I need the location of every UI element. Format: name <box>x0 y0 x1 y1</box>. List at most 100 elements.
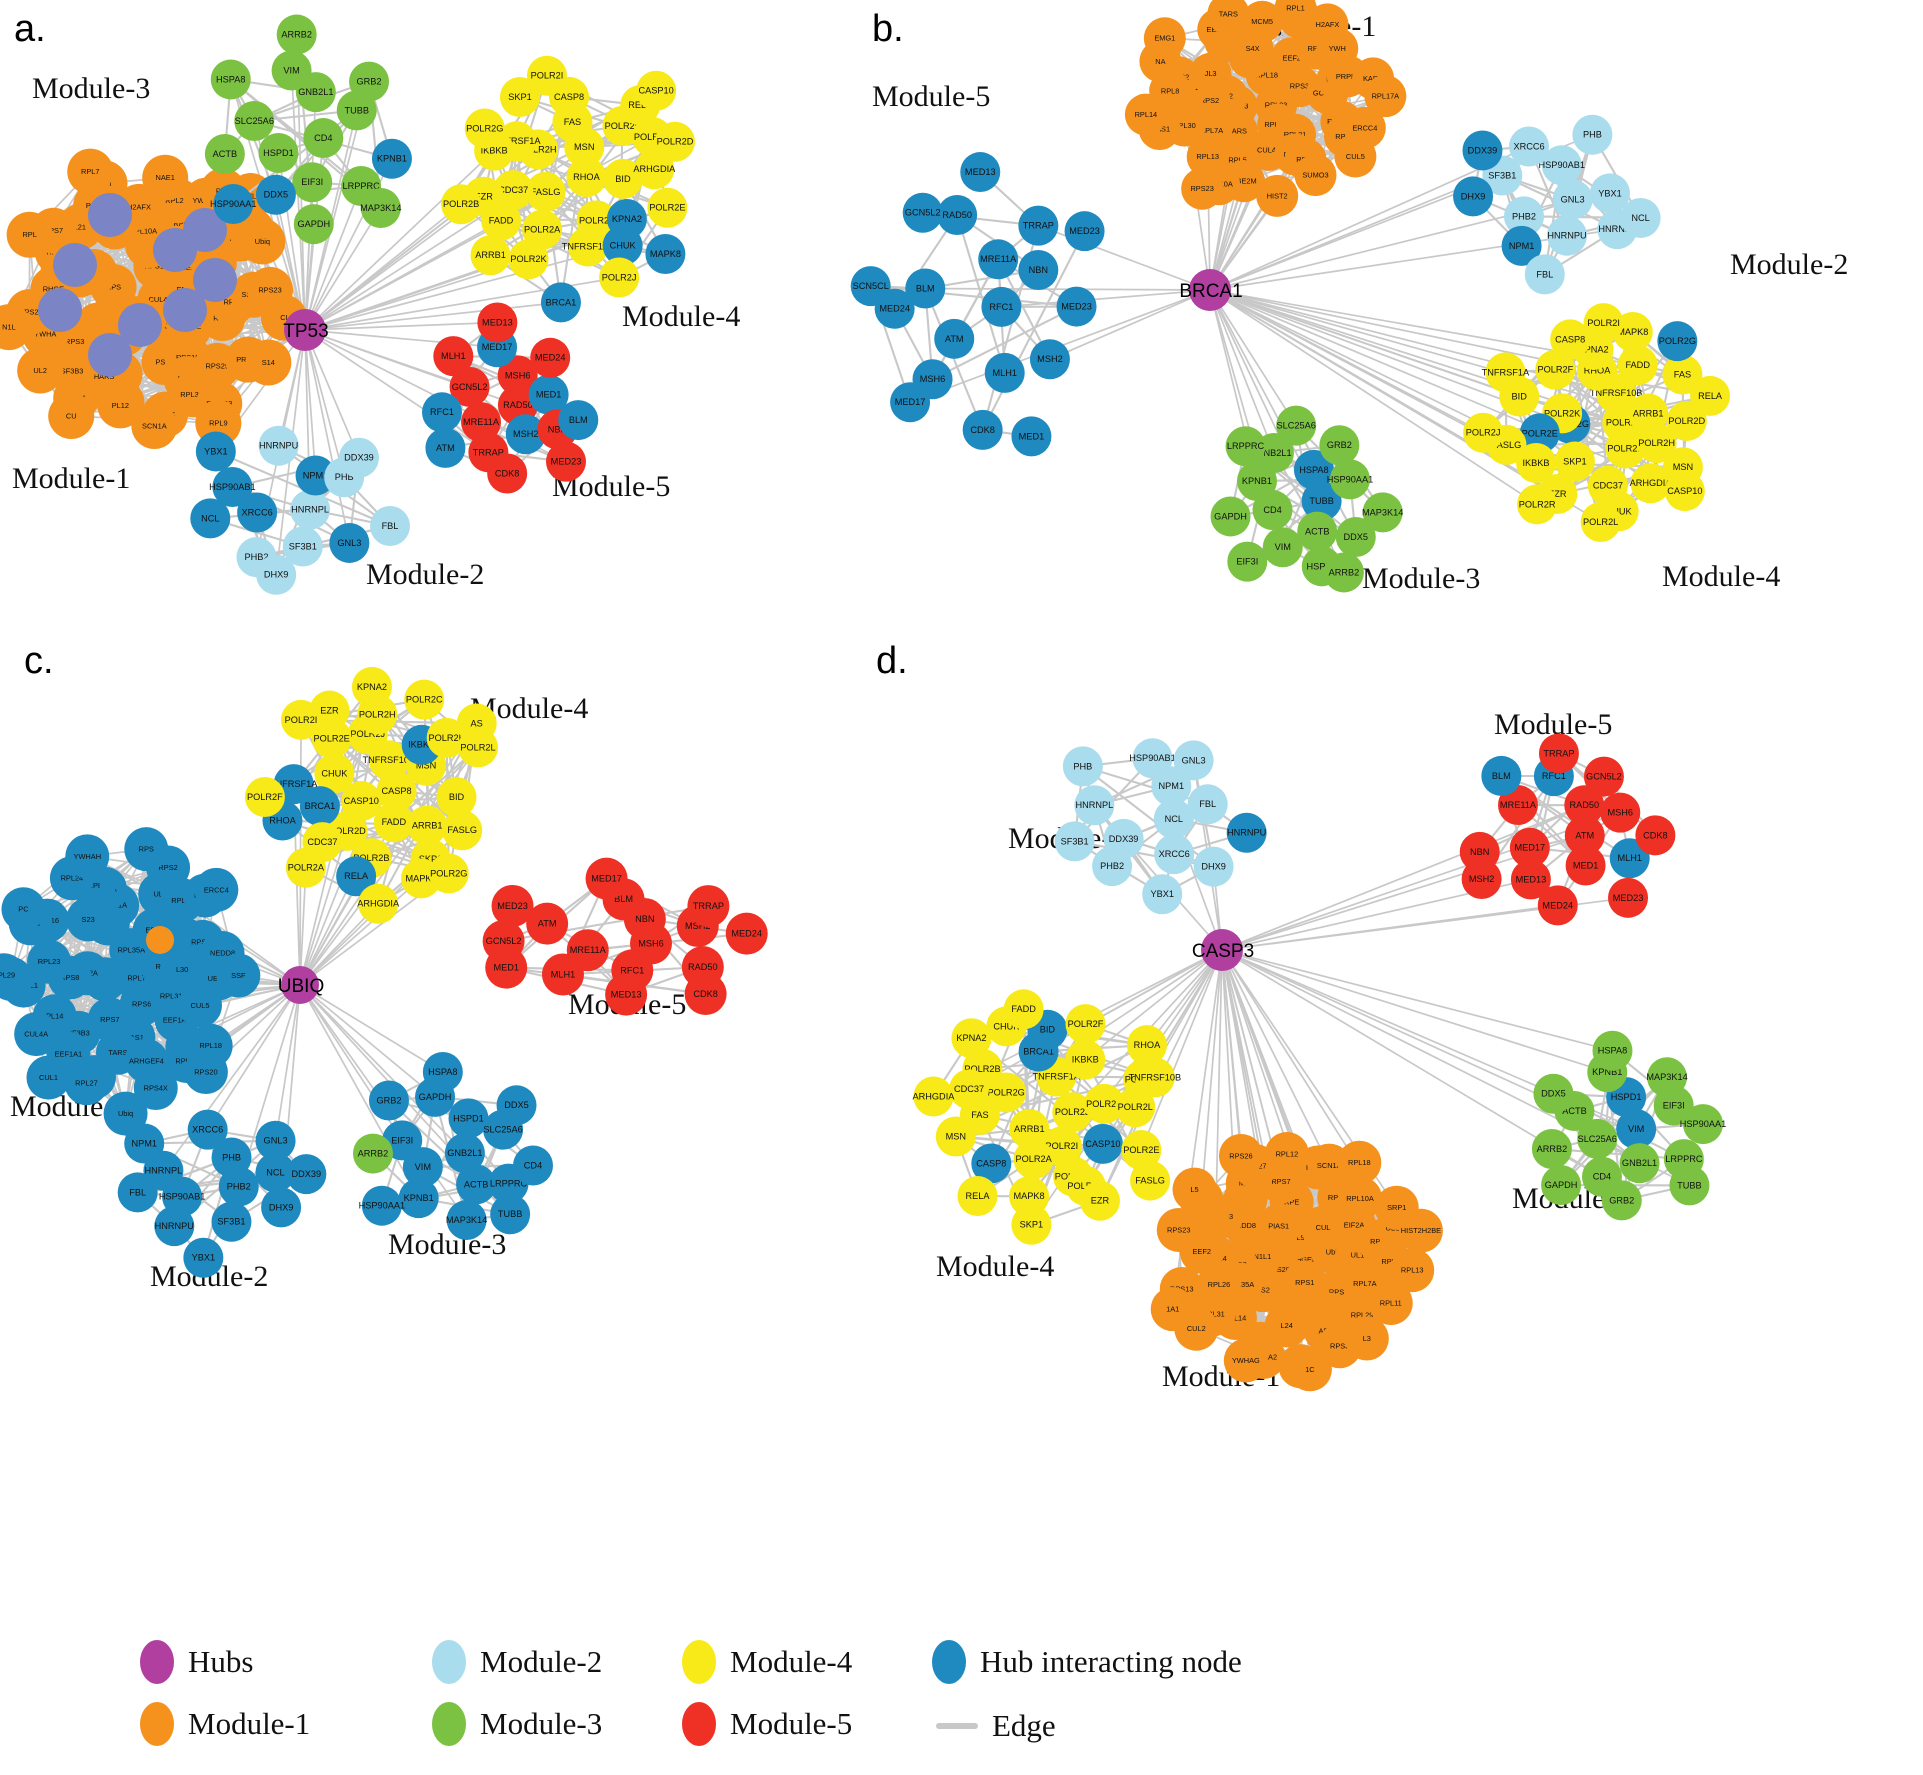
network-node[interactable]: VIM <box>1262 527 1303 568</box>
network-node[interactable]: ARRB1 <box>1009 1108 1050 1149</box>
network-node[interactable]: YBX1 <box>1142 874 1183 915</box>
network-node[interactable]: MED17 <box>1509 827 1550 868</box>
network-node[interactable]: SKP1 <box>1554 441 1595 482</box>
network-node[interactable]: KPNA2 <box>351 666 392 707</box>
network-node[interactable]: POLR2A <box>1013 1139 1054 1180</box>
network-node[interactable]: ARRB2 <box>1531 1128 1572 1169</box>
network-node[interactable]: ACTB <box>1297 511 1338 552</box>
network-node[interactable]: TARS <box>1207 0 1250 35</box>
network-node[interactable]: PC <box>1 887 46 932</box>
network-node[interactable]: NAE1 <box>142 154 189 201</box>
network-node[interactable]: POLR2E <box>647 187 688 228</box>
network-node[interactable]: GRB2 <box>1601 1180 1642 1221</box>
network-node[interactable]: FBL <box>117 1172 158 1213</box>
network-node[interactable]: NPM1 <box>1501 225 1542 266</box>
network-node[interactable]: BLM <box>905 268 946 309</box>
network-node[interactable]: NBN <box>1018 249 1059 290</box>
network-node[interactable]: MED13 <box>1510 859 1551 900</box>
network-node[interactable]: MED1 <box>1011 416 1052 457</box>
network-node[interactable]: YBX1 <box>183 1237 224 1278</box>
network-node[interactable]: XRCC6 <box>237 492 278 533</box>
network-node[interactable]: ATM <box>526 902 569 945</box>
network-node[interactable]: YBX1 <box>195 431 236 472</box>
network-node[interactable]: MED17 <box>585 857 628 900</box>
network-node[interactable]: PHB <box>211 1137 252 1178</box>
network-node[interactable]: CDK8 <box>1635 815 1676 856</box>
network-node[interactable]: RPL17A <box>1364 75 1407 118</box>
network-node[interactable]: NCL <box>190 498 231 539</box>
network-node[interactable]: GRB2 <box>349 61 390 102</box>
network-node[interactable]: VIM <box>271 50 312 91</box>
network-node[interactable]: XRCC6 <box>187 1109 228 1150</box>
network-node[interactable]: ARRB2 <box>352 1133 393 1174</box>
network-node[interactable]: DDX39 <box>1462 130 1503 171</box>
network-node[interactable]: TUBB <box>490 1194 531 1235</box>
network-node[interactable]: MSH2 <box>1029 339 1070 380</box>
network-node[interactable]: FADD <box>373 802 414 843</box>
network-node[interactable]: HSP90AB1 <box>1539 145 1585 186</box>
network-node[interactable]: RFC1 <box>981 286 1022 327</box>
network-node[interactable]: NCL <box>1620 197 1661 238</box>
network-node[interactable]: MCM5 <box>1241 0 1284 43</box>
network-node[interactable]: ARHGDIA <box>357 883 400 924</box>
network-node[interactable]: GCN5L2 <box>902 192 943 233</box>
network-node[interactable]: ACTB <box>456 1164 497 1205</box>
network-node[interactable]: RPS20 <box>183 1049 228 1094</box>
network-node[interactable]: TRRAP <box>1018 205 1059 246</box>
network-node[interactable]: RELA <box>957 1176 998 1217</box>
network-node[interactable]: POLR2I <box>281 699 322 740</box>
network-node[interactable]: POLR2F <box>1535 349 1576 390</box>
network-node[interactable]: HSPA8 <box>1592 1030 1633 1071</box>
network-node[interactable]: GNL3 <box>1552 179 1593 220</box>
network-node[interactable]: CHUK <box>314 753 355 794</box>
network-node[interactable]: HNRNPL <box>290 489 331 530</box>
network-node[interactable]: POLR2E <box>1519 413 1560 454</box>
network-node[interactable]: ARHGDIA <box>913 1076 956 1117</box>
network-node[interactable]: CASP8 <box>1550 319 1591 360</box>
network-node[interactable]: GNB2L1 <box>1619 1143 1660 1184</box>
network-node[interactable]: YWHAG <box>1223 1338 1268 1383</box>
network-node[interactable]: MED23 <box>1064 211 1105 252</box>
network-node[interactable]: POLR2L <box>1580 501 1621 542</box>
network-node[interactable] <box>88 333 132 377</box>
network-node[interactable]: DDX39 <box>338 437 379 478</box>
network-node[interactable]: EZR <box>1079 1180 1120 1221</box>
network-node[interactable]: MED13 <box>605 973 648 1016</box>
network-node[interactable]: SLC25A6 <box>234 101 275 142</box>
network-node[interactable]: MAP3K14 <box>1646 1057 1688 1098</box>
network-node[interactable]: HSPA8 <box>422 1051 463 1092</box>
network-node[interactable]: ARRB2 <box>276 14 317 55</box>
network-node[interactable]: ARRB1 <box>470 235 511 276</box>
network-node[interactable]: TUBB <box>1301 480 1342 521</box>
network-node[interactable]: BRCA1 <box>299 786 340 827</box>
network-node[interactable]: ARHGDIA <box>1630 463 1673 504</box>
network-node[interactable]: HSP90AB1 <box>1129 738 1176 779</box>
network-node[interactable]: DDX5 <box>496 1085 537 1126</box>
network-node[interactable]: RHOA <box>566 157 607 198</box>
network-node[interactable]: 1A1 <box>1150 1287 1195 1332</box>
network-node[interactable]: S14 <box>245 339 292 386</box>
network-node[interactable]: GAPDH <box>1210 496 1251 537</box>
network-node[interactable]: HNRNPU <box>1546 215 1587 256</box>
network-node[interactable]: HNRNPL <box>1074 785 1115 826</box>
network-node[interactable]: TRRAP <box>1538 733 1579 774</box>
network-node[interactable]: MAP3K14 <box>360 188 401 229</box>
network-node[interactable]: GNL3 <box>255 1120 296 1161</box>
network-node[interactable]: CASP8 <box>376 770 417 811</box>
network-node[interactable] <box>118 303 162 347</box>
network-node[interactable]: PHB2 <box>1092 846 1133 887</box>
network-node[interactable]: POLR2B <box>441 184 482 225</box>
network-node[interactable]: HSP90AA1 <box>1327 459 1373 500</box>
network-node[interactable]: POLR2F <box>1065 1004 1106 1045</box>
network-node[interactable]: BLM <box>558 400 599 441</box>
network-node[interactable]: TNFRSF10B <box>562 226 615 267</box>
network-node[interactable]: CASP8 <box>971 1143 1012 1184</box>
network-node[interactable]: ARHGDIA <box>633 149 676 190</box>
network-node[interactable]: NCL <box>1153 799 1194 840</box>
network-node[interactable]: RAD50 <box>937 194 978 235</box>
network-node[interactable]: SUMO3 <box>1294 154 1337 197</box>
network-node[interactable]: CDK8 <box>684 972 727 1015</box>
network-node[interactable]: CD4 <box>303 118 344 159</box>
network-node[interactable]: RPS23 <box>1156 1207 1201 1252</box>
network-node[interactable]: HSP90AA1 <box>210 184 257 225</box>
